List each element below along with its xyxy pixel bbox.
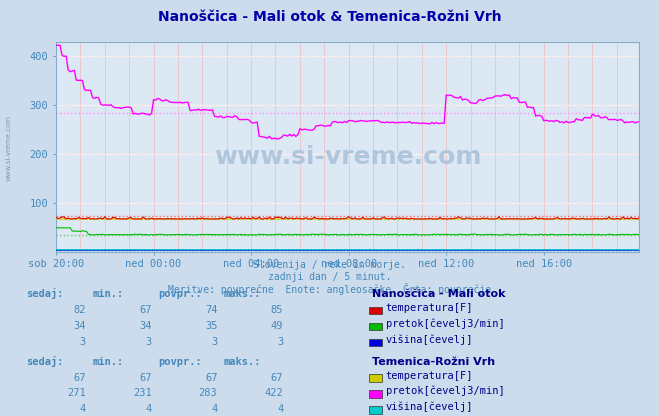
Text: sedaj:: sedaj: xyxy=(26,356,64,367)
Text: Meritve: povprečne  Enote: angleosaške  Črta: povprečje: Meritve: povprečne Enote: angleosaške Čr… xyxy=(168,283,491,295)
Text: 3: 3 xyxy=(146,337,152,347)
Text: 34: 34 xyxy=(139,321,152,331)
Text: 4: 4 xyxy=(277,404,283,414)
Text: 422: 422 xyxy=(265,389,283,399)
Text: 67: 67 xyxy=(205,373,217,383)
Text: maks.:: maks.: xyxy=(224,357,262,367)
Text: min.:: min.: xyxy=(92,357,123,367)
Text: temperatura[F]: temperatura[F] xyxy=(386,371,473,381)
Text: sedaj:: sedaj: xyxy=(26,288,64,300)
Text: 271: 271 xyxy=(67,389,86,399)
Text: povpr.:: povpr.: xyxy=(158,290,202,300)
Text: 49: 49 xyxy=(271,321,283,331)
Text: www.si-vreme.com: www.si-vreme.com xyxy=(214,145,481,169)
Text: maks.:: maks.: xyxy=(224,290,262,300)
Text: Nanoščica - Mali otok & Temenica-Rožni Vrh: Nanoščica - Mali otok & Temenica-Rožni V… xyxy=(158,10,501,25)
Text: Temenica-Rožni Vrh: Temenica-Rožni Vrh xyxy=(372,357,496,367)
Text: 4: 4 xyxy=(146,404,152,414)
Text: 283: 283 xyxy=(199,389,217,399)
Text: min.:: min.: xyxy=(92,290,123,300)
Text: 67: 67 xyxy=(73,373,86,383)
Text: 82: 82 xyxy=(73,305,86,315)
Text: zadnji dan / 5 minut.: zadnji dan / 5 minut. xyxy=(268,272,391,282)
Text: pretok[čevelj3/min]: pretok[čevelj3/min] xyxy=(386,386,504,396)
Text: 85: 85 xyxy=(271,305,283,315)
Text: pretok[čevelj3/min]: pretok[čevelj3/min] xyxy=(386,319,504,329)
Text: temperatura[F]: temperatura[F] xyxy=(386,303,473,313)
Text: 67: 67 xyxy=(271,373,283,383)
Text: 231: 231 xyxy=(133,389,152,399)
Text: 3: 3 xyxy=(277,337,283,347)
Text: 4: 4 xyxy=(80,404,86,414)
Text: 67: 67 xyxy=(139,305,152,315)
Text: višina[čevelj]: višina[čevelj] xyxy=(386,334,473,345)
Text: 3: 3 xyxy=(80,337,86,347)
Text: Nanoščica - Mali otok: Nanoščica - Mali otok xyxy=(372,290,506,300)
Text: 34: 34 xyxy=(73,321,86,331)
Text: 35: 35 xyxy=(205,321,217,331)
Text: www.si-vreme.com: www.si-vreme.com xyxy=(5,115,11,181)
Text: povpr.:: povpr.: xyxy=(158,357,202,367)
Text: višina[čevelj]: višina[čevelj] xyxy=(386,402,473,412)
Text: Slovenija / reke in morje.: Slovenija / reke in morje. xyxy=(253,260,406,270)
Text: 74: 74 xyxy=(205,305,217,315)
Text: 3: 3 xyxy=(212,337,217,347)
Text: 67: 67 xyxy=(139,373,152,383)
Text: 4: 4 xyxy=(212,404,217,414)
